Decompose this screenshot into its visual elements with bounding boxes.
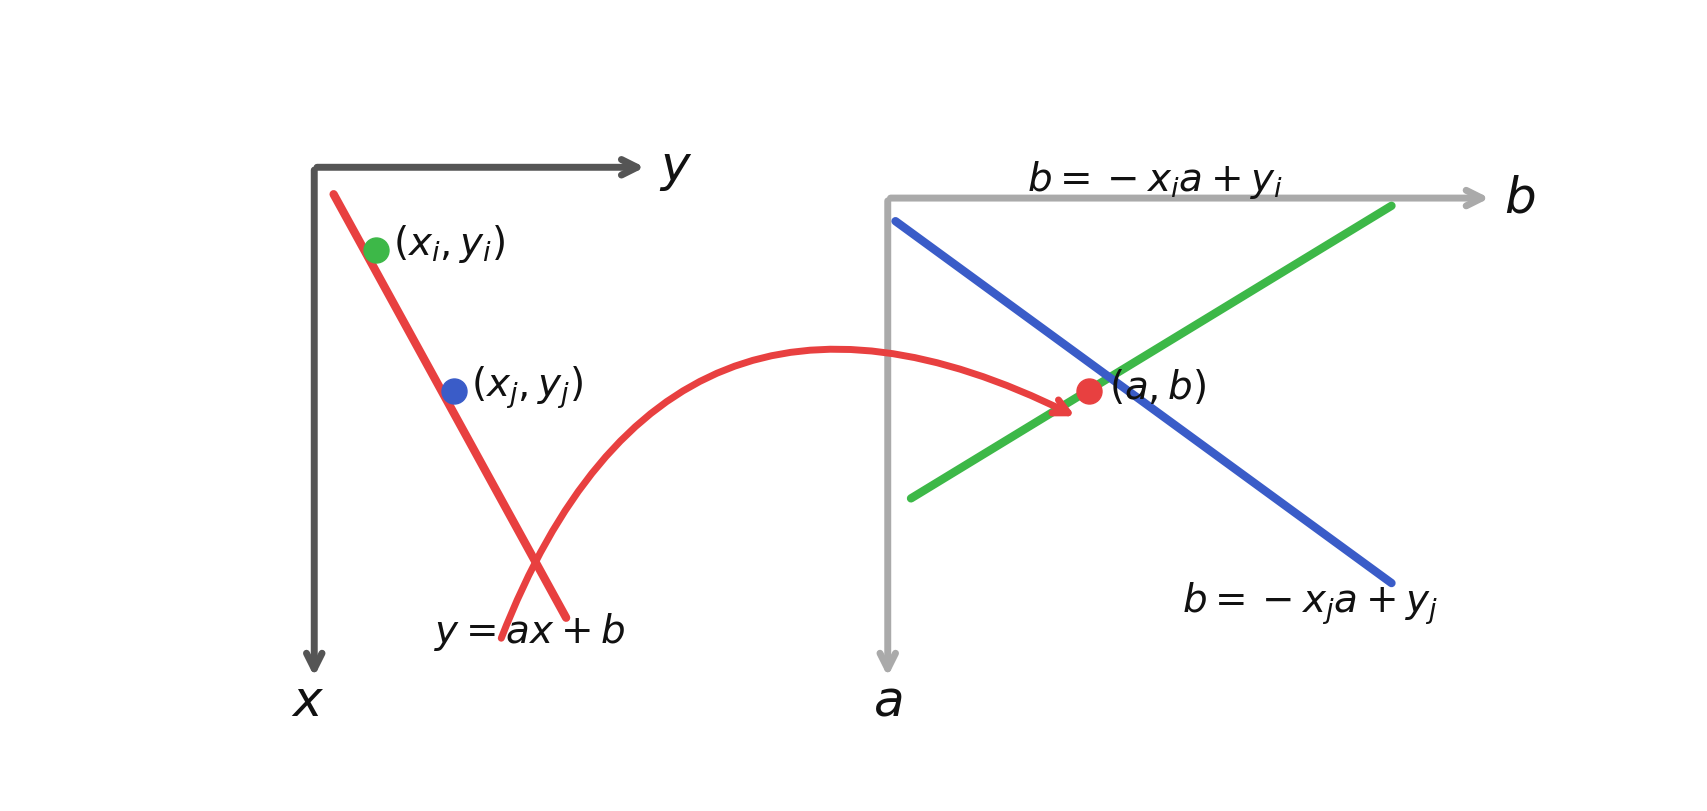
Text: $b$: $b$ <box>1502 174 1535 224</box>
Text: $y = ax + b$: $y = ax + b$ <box>434 610 625 652</box>
Text: $x$: $x$ <box>292 676 324 726</box>
Text: $(x_i, y_i)$: $(x_i, y_i)$ <box>393 222 505 264</box>
Text: $b = -x_j a + y_j$: $b = -x_j a + y_j$ <box>1181 579 1437 626</box>
Text: $a$: $a$ <box>872 676 901 726</box>
Text: $(a, b)$: $(a, b)$ <box>1108 367 1205 407</box>
FancyArrowPatch shape <box>500 350 1067 638</box>
Text: $(x_j, y_j)$: $(x_j, y_j)$ <box>471 364 582 410</box>
Text: $b = -x_i a + y_i$: $b = -x_i a + y_i$ <box>1026 159 1282 200</box>
Text: $y$: $y$ <box>659 144 691 193</box>
